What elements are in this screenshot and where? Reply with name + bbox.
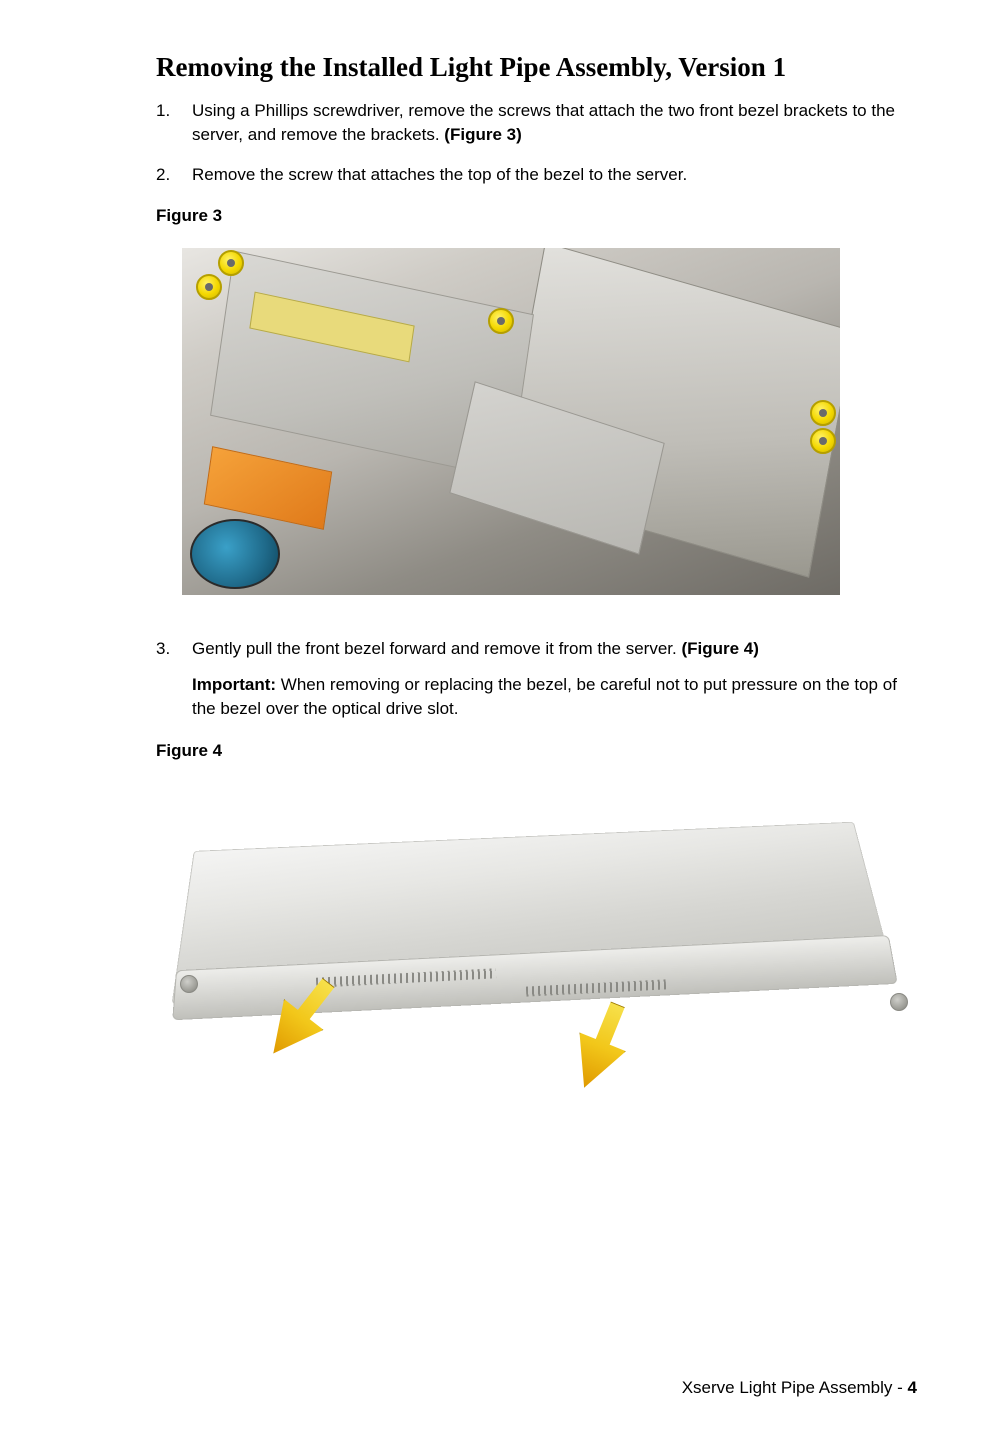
figure-3-image — [182, 248, 840, 595]
step-3-text: Gently pull the front bezel forward and … — [192, 637, 917, 720]
fig3-fan — [190, 519, 280, 589]
step-3: 3. Gently pull the front bezel forward a… — [156, 637, 917, 720]
screw-marker-icon — [196, 274, 222, 300]
step-1-body: Using a Phillips screwdriver, remove the… — [192, 101, 895, 144]
step-3-body: Gently pull the front bezel forward and … — [192, 639, 681, 658]
step-1-number: 1. — [156, 99, 192, 147]
section-title: Removing the Installed Light Pipe Assemb… — [156, 52, 917, 83]
steps-list: 1. Using a Phillips screwdriver, remove … — [156, 99, 917, 186]
page-footer: Xserve Light Pipe Assembly - 4 — [682, 1378, 917, 1398]
important-label: Important: — [192, 675, 276, 694]
step-2-text: Remove the screw that attaches the top o… — [192, 163, 917, 187]
fig4-thumbscrew-icon — [890, 993, 908, 1011]
figure-4-label: Figure 4 — [156, 741, 917, 761]
step-1: 1. Using a Phillips screwdriver, remove … — [156, 99, 917, 147]
step-3-ref: (Figure 4) — [681, 639, 758, 658]
page-content: Removing the Installed Light Pipe Assemb… — [156, 52, 917, 1093]
step-2-number: 2. — [156, 163, 192, 187]
footer-text: Xserve Light Pipe Assembly - — [682, 1378, 908, 1397]
step-1-ref: (Figure 3) — [444, 125, 521, 144]
pull-arrow-icon — [561, 995, 641, 1093]
fig3-orange-ribbon — [204, 447, 332, 531]
important-note: Important: When removing or replacing th… — [192, 673, 917, 721]
fig4-thumbscrew-icon — [180, 975, 198, 993]
important-text: When removing or replacing the bezel, be… — [192, 675, 897, 718]
step-2: 2. Remove the screw that attaches the to… — [156, 163, 917, 187]
steps-list-continued: 3. Gently pull the front bezel forward a… — [156, 637, 917, 720]
footer-page-number: 4 — [908, 1378, 917, 1397]
step-1-text: Using a Phillips screwdriver, remove the… — [192, 99, 917, 147]
figure-3-label: Figure 3 — [156, 206, 917, 226]
step-3-number: 3. — [156, 637, 192, 720]
figure-4-image — [156, 783, 916, 1093]
